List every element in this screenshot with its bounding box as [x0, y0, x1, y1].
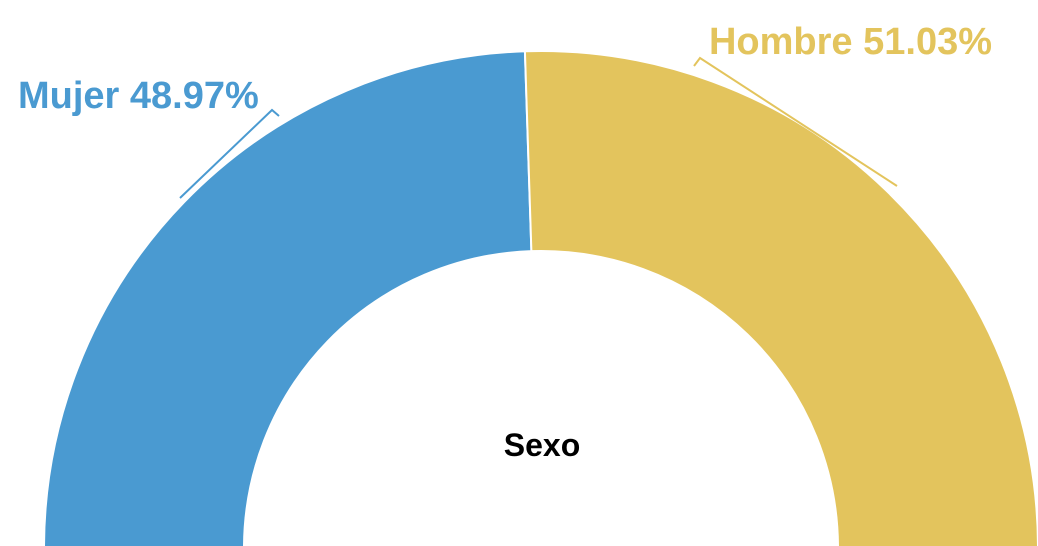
slice-hombre	[523, 50, 1038, 546]
label-connectors	[179, 56, 898, 199]
slice-label-hombre: Hombre 51.03%	[709, 21, 992, 63]
chart-center-label: Sexo	[504, 427, 580, 463]
chart-slices	[43, 50, 1038, 546]
slice-label-mujer: Mujer 48.97%	[18, 75, 259, 117]
slice-labels: Mujer 48.97% Hombre 51.03%	[18, 21, 992, 117]
connector-hombre	[693, 56, 898, 187]
slice-mujer	[43, 50, 533, 546]
connector-mujer	[179, 108, 280, 199]
